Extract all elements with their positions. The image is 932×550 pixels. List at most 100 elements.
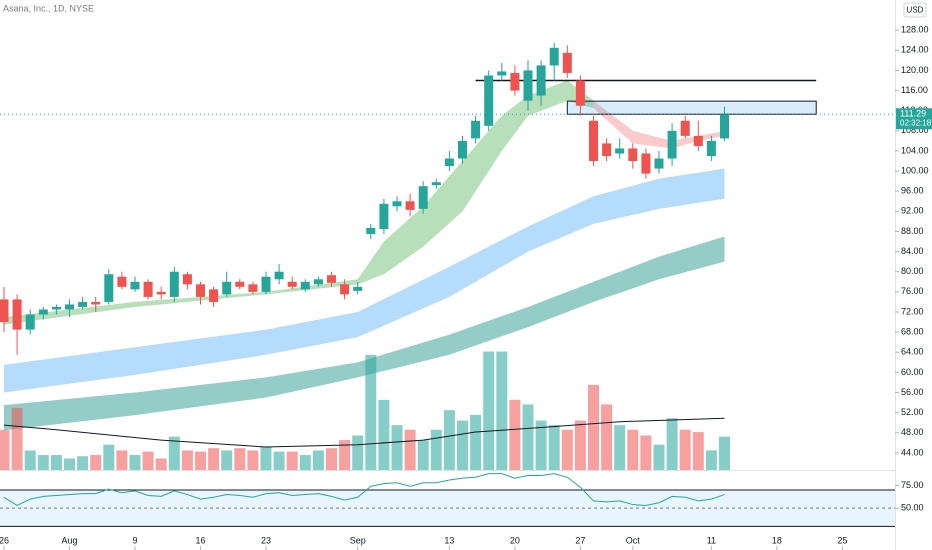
x-tick-label: 26 — [0, 535, 9, 545]
candle-body — [117, 276, 127, 287]
volume-bar — [522, 404, 534, 470]
y-tick-label: 104.00 — [901, 145, 929, 155]
volume-bar — [168, 436, 180, 470]
currency[interactable]: USD — [907, 6, 924, 15]
volume-bar — [548, 425, 560, 470]
candle-body — [654, 158, 664, 169]
y-tick-label: 60.00 — [901, 367, 924, 377]
x-tick-label: 13 — [444, 535, 454, 545]
volume-bar — [103, 444, 115, 470]
volume-bar — [116, 450, 128, 470]
candle-body — [536, 65, 546, 96]
candle-body — [25, 314, 35, 330]
volume-bar — [142, 451, 154, 470]
candle-body — [523, 70, 533, 101]
candle-body — [615, 148, 625, 154]
candle-body — [628, 148, 638, 162]
candle-body — [680, 120, 690, 136]
candle-body — [222, 281, 232, 295]
chart-title: Asana, Inc., 1D, NYSE — [3, 3, 94, 13]
rsi-line — [3, 473, 725, 507]
candle-body — [497, 71, 507, 76]
volume-bar — [195, 451, 206, 470]
candle-body — [300, 281, 310, 290]
volume-bar — [273, 451, 285, 470]
candle-body — [248, 284, 258, 292]
zone-box — [566, 100, 817, 115]
volume-bar — [286, 451, 298, 470]
candle-body — [353, 286, 363, 291]
candle-body — [720, 114, 729, 139]
volume-bar — [208, 448, 220, 470]
candle-body — [667, 130, 677, 159]
x-tick-label: 23 — [261, 535, 271, 545]
candle-body — [261, 276, 271, 292]
volume-bar — [221, 450, 233, 470]
volume-bar — [640, 435, 652, 470]
volume-bar — [679, 429, 691, 470]
volume-bar — [430, 429, 442, 470]
volume-bar — [260, 447, 272, 470]
y-tick-label: 100.00 — [901, 165, 929, 175]
candle-body — [366, 227, 376, 234]
candle-body — [418, 186, 428, 209]
candle-body — [562, 52, 572, 73]
volume-bar — [37, 455, 49, 470]
candle-body — [549, 47, 559, 66]
volume-bar — [352, 435, 364, 470]
volume-bar — [719, 436, 730, 470]
x-tick-label: 25 — [837, 535, 847, 545]
volume-bar — [627, 429, 639, 470]
last-price-tag — [896, 108, 932, 130]
x-tick-label: Oct — [626, 535, 641, 545]
y-tick-label: 128.00 — [901, 25, 929, 35]
volume-bar — [181, 450, 193, 470]
volume-bar — [155, 458, 167, 470]
volume-bar — [77, 456, 89, 470]
y-tick-label: 124.00 — [901, 45, 929, 55]
volume-bar — [90, 455, 102, 470]
candle-body — [91, 301, 101, 305]
x-tick-label: 11 — [707, 535, 716, 545]
volume-bar — [601, 404, 613, 470]
volume-bar — [129, 455, 141, 470]
candle-body — [484, 75, 494, 126]
y-tick-label: 116.00 — [901, 85, 928, 95]
currency-box[interactable] — [903, 2, 927, 18]
candle-body — [405, 201, 415, 210]
ma-ribbon — [4, 168, 725, 393]
y-tick-label: 76.00 — [901, 286, 924, 296]
candle-body — [589, 120, 598, 162]
x-tick-label: 16 — [195, 535, 205, 545]
volume-bar — [509, 399, 521, 470]
ma-ribbon — [4, 236, 725, 431]
volume-bar — [299, 455, 311, 470]
volume-bar — [561, 429, 573, 470]
volume-bar — [0, 429, 10, 470]
volume-bar — [535, 420, 547, 470]
x-tick-label: Sep — [350, 535, 366, 545]
volume-bar — [470, 414, 482, 470]
candle-body — [510, 72, 520, 91]
candle-body — [575, 80, 585, 106]
x-tick-label: Aug — [61, 535, 77, 545]
candle-body — [12, 299, 22, 330]
candle-body — [38, 309, 48, 315]
volume-bar — [666, 418, 678, 470]
volume-bar — [496, 351, 508, 470]
volume-bar — [234, 448, 246, 470]
candle-body — [209, 289, 219, 302]
candle-body — [156, 291, 166, 295]
volume-bar — [339, 440, 351, 470]
volume-bar — [443, 410, 455, 470]
candle-body — [235, 281, 245, 287]
volume-bar — [24, 450, 36, 470]
candle-body — [641, 153, 651, 174]
candle-body — [287, 281, 297, 287]
ma-ribbon — [593, 100, 725, 149]
x-tick-label: 20 — [510, 535, 520, 545]
y-tick-label: 52.00 — [901, 407, 924, 417]
candle-body — [471, 120, 481, 139]
candle-body — [104, 274, 114, 302]
